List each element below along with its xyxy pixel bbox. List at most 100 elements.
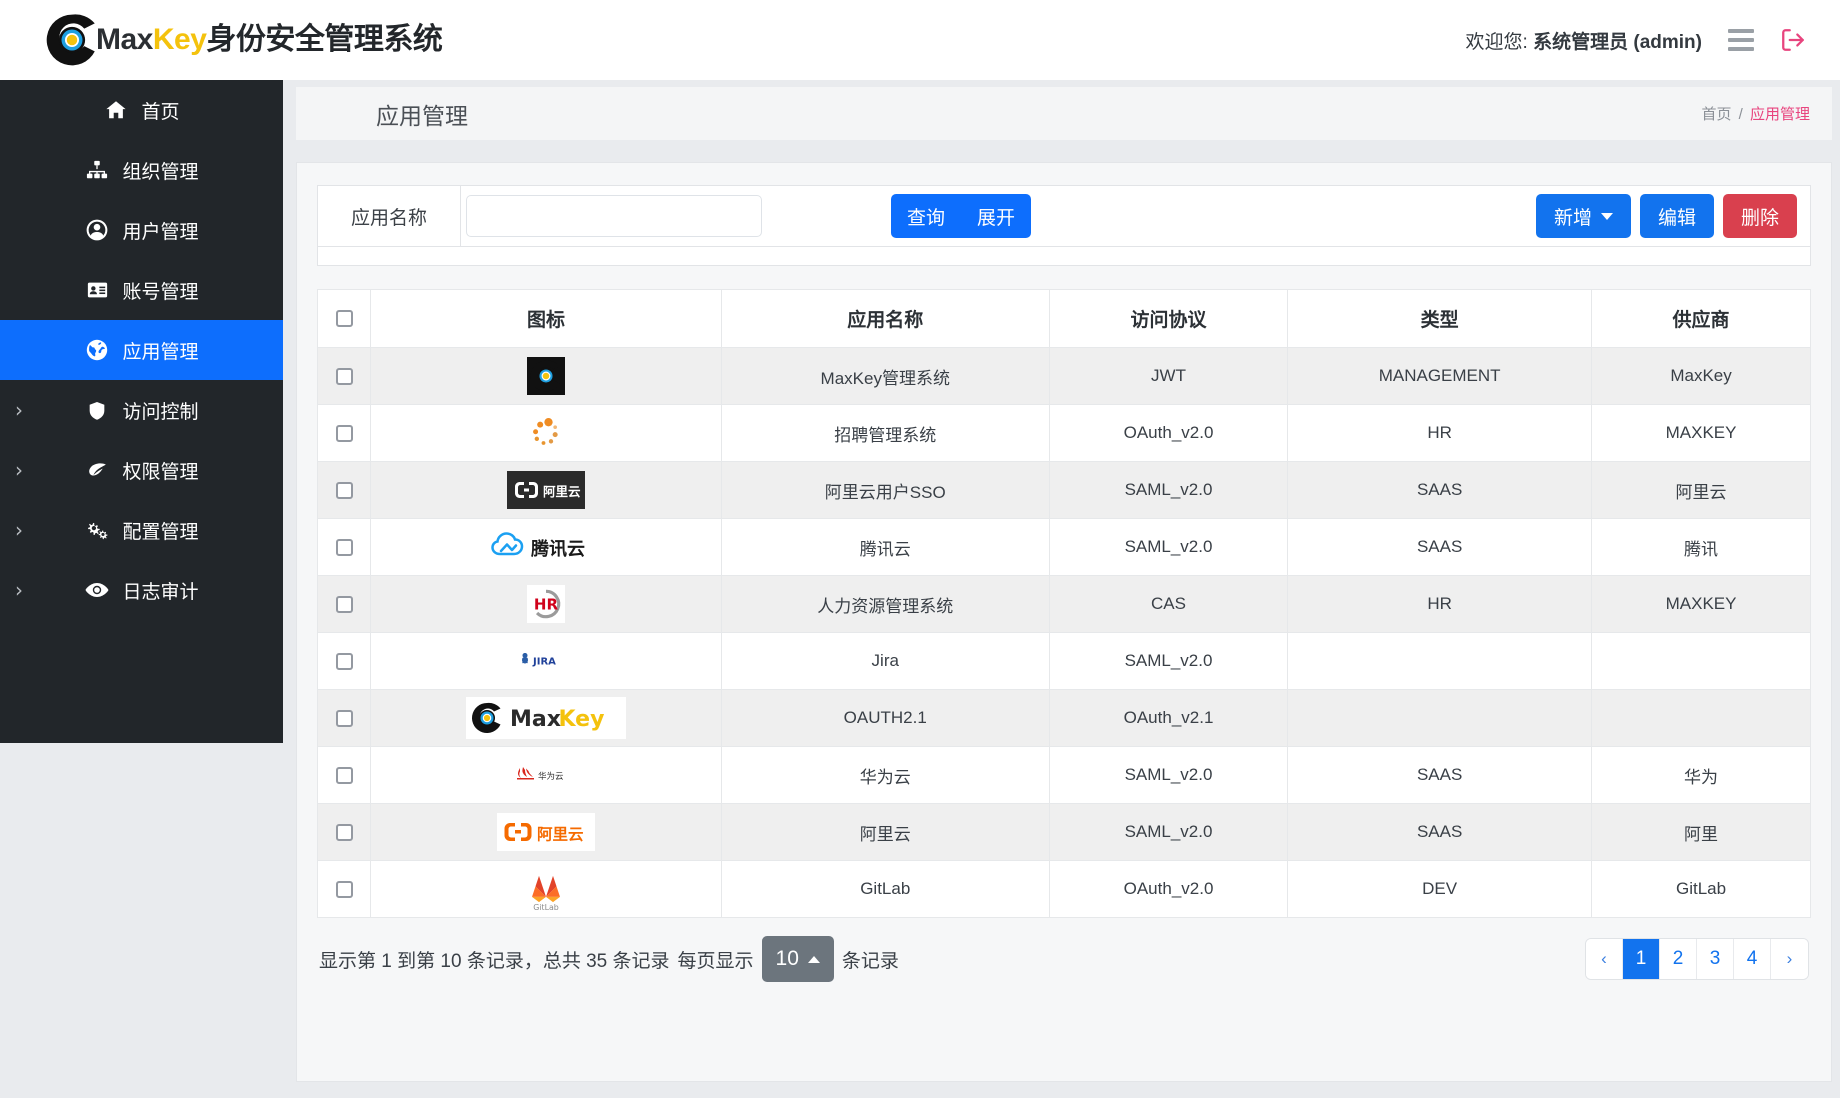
row-icon-cell: GitLab: [370, 860, 722, 918]
sidebar-item-access-control[interactable]: › 访问控制: [0, 380, 283, 440]
pagination-page-4[interactable]: 4: [1734, 939, 1771, 979]
header-right-controls: 欢迎您: 系统管理员 (admin): [1466, 27, 1840, 54]
sidebar-item-org[interactable]: 组织管理: [0, 140, 283, 200]
column-header-appname[interactable]: 应用名称: [720, 289, 1050, 348]
column-header-vendor[interactable]: 供应商: [1591, 289, 1811, 348]
row-vendor-cell: [1591, 632, 1811, 690]
table-row[interactable]: MaxKey管理系统 JWT MANAGEMENT MaxKey: [316, 347, 1811, 405]
row-protocol-cell: JWT: [1048, 347, 1289, 405]
row-checkbox[interactable]: [335, 425, 353, 443]
add-button[interactable]: 新增: [1535, 194, 1631, 238]
hamburger-bar: [1728, 38, 1754, 42]
chevron-right-icon[interactable]: ›: [15, 518, 23, 542]
row-vendor-cell: 阿里云: [1591, 461, 1811, 519]
search-input[interactable]: [466, 195, 762, 237]
table-row[interactable]: 腾讯云 腾讯云 SAML_v2.0 SAAS 腾讯: [316, 518, 1811, 576]
select-all-checkbox[interactable]: [335, 309, 353, 327]
row-checkbox[interactable]: [335, 539, 353, 557]
globe-icon: [84, 338, 110, 362]
row-protocol-cell: OAuth_v2.1: [1048, 689, 1289, 747]
chevron-right-icon[interactable]: ›: [15, 398, 23, 422]
svg-text:Max: Max: [510, 707, 561, 732]
pagination-page-2[interactable]: 2: [1660, 939, 1697, 979]
logout-icon[interactable]: [1780, 27, 1806, 53]
column-header-type[interactable]: 类型: [1287, 289, 1593, 348]
row-type-cell: SAAS: [1287, 518, 1593, 576]
table-row[interactable]: 华为云 华为云 SAML_v2.0 SAAS 华为: [316, 746, 1811, 804]
pagination-page-3[interactable]: 3: [1697, 939, 1734, 979]
hamburger-icon[interactable]: [1728, 29, 1754, 51]
row-checkbox[interactable]: [335, 824, 353, 842]
search-input-wrapper: [461, 186, 891, 246]
sidebar-item-config[interactable]: › 配置管理: [0, 500, 283, 560]
leaf-icon: [84, 458, 110, 482]
table-row[interactable]: 招聘管理系统 OAuth_v2.0 HR MAXKEY: [316, 404, 1811, 462]
svg-text:阿里云: 阿里云: [537, 826, 584, 844]
sidebar-item-permissions[interactable]: › 权限管理: [0, 440, 283, 500]
row-checkbox[interactable]: [335, 653, 353, 671]
brand-max: Max: [96, 23, 153, 56]
chevron-right-icon[interactable]: ›: [15, 458, 23, 482]
table-row[interactable]: 阿里云 阿里云 SAML_v2.0 SAAS 阿里: [316, 803, 1811, 861]
edit-button[interactable]: 编辑: [1639, 194, 1714, 238]
row-appname-cell: OAUTH2.1: [720, 689, 1050, 747]
hamburger-bar: [1728, 29, 1754, 33]
row-icon-cell: JIRA: [370, 632, 722, 690]
brand-logo-area[interactable]: MaxKey身份安全管理系统: [0, 12, 443, 68]
chevron-right-icon[interactable]: ›: [15, 578, 23, 602]
sidebar-item-label: 应用管理: [122, 341, 199, 363]
cogs-icon: [84, 518, 110, 542]
row-vendor-cell: MAXKEY: [1591, 404, 1811, 462]
pagination-next[interactable]: ›: [1771, 939, 1808, 979]
table-header-row: 图标 应用名称 访问协议 类型 供应商: [316, 289, 1811, 348]
row-protocol-cell: OAuth_v2.0: [1048, 860, 1289, 918]
table-row[interactable]: 阿里云 阿里云用户SSO SAML_v2.0 SAAS 阿里云: [316, 461, 1811, 519]
table-row[interactable]: HR 人力资源管理系统 CAS HR MAXKEY: [316, 575, 1811, 633]
gitlab-icon: GitLab: [532, 875, 561, 911]
row-checkbox[interactable]: [335, 368, 353, 386]
row-checkbox[interactable]: [335, 767, 353, 785]
row-checkbox[interactable]: [335, 710, 353, 728]
sidebar-item-home[interactable]: 首页: [0, 80, 283, 140]
row-type-cell: DEV: [1287, 860, 1593, 918]
column-header-protocol[interactable]: 访问协议: [1048, 289, 1289, 348]
row-select-cell: [316, 461, 372, 519]
table-row[interactable]: Max Key OAUTH2.1 OAuth_v2.1: [316, 689, 1811, 747]
user-circle-icon: [84, 218, 110, 242]
pagination-page-1[interactable]: 1: [1623, 939, 1660, 979]
page-title: 应用管理: [376, 102, 468, 129]
row-checkbox[interactable]: [335, 596, 353, 614]
query-button[interactable]: 查询: [891, 194, 962, 238]
sidebar-item-users[interactable]: 用户管理: [0, 200, 283, 260]
maxkey-wordmark-icon: Max Key: [466, 697, 627, 739]
row-appname-cell: 招聘管理系统: [720, 404, 1050, 462]
page-size-value: 10: [775, 947, 799, 970]
row-appname-cell: GitLab: [720, 860, 1050, 918]
breadcrumb-home[interactable]: 首页: [1701, 106, 1732, 123]
row-select-cell: [316, 347, 372, 405]
sidebar-item-accounts[interactable]: 账号管理: [0, 260, 283, 320]
brand-title: MaxKey身份安全管理系统: [96, 23, 443, 56]
row-select-cell: [316, 518, 372, 576]
row-protocol-cell: SAML_v2.0: [1048, 461, 1289, 519]
table-row[interactable]: JIRA Jira SAML_v2.0: [316, 632, 1811, 690]
expand-button[interactable]: 展开: [961, 194, 1032, 238]
shield-icon: [84, 398, 110, 422]
pagination-prev[interactable]: ‹: [1586, 939, 1623, 979]
column-header-icon[interactable]: 图标: [370, 289, 722, 348]
chevron-up-icon: [807, 955, 820, 963]
row-checkbox[interactable]: [335, 881, 353, 899]
row-checkbox[interactable]: [335, 482, 353, 500]
table-body: MaxKey管理系统 JWT MANAGEMENT MaxKey: [316, 347, 1811, 918]
sidebar-item-audit-log[interactable]: › 日志审计: [0, 560, 283, 620]
aliyun-dark-icon: 阿里云: [507, 471, 586, 509]
welcome-prefix: 欢迎您:: [1465, 31, 1534, 53]
delete-button[interactable]: 删除: [1722, 194, 1797, 238]
row-vendor-cell: MaxKey: [1591, 347, 1811, 405]
row-type-cell: SAAS: [1287, 803, 1593, 861]
toolbar-spacer: [1031, 186, 1536, 246]
table-row[interactable]: GitLab GitLab OAuth_v2.0 DEV GitLab: [316, 860, 1811, 918]
page-size-select[interactable]: 10: [761, 936, 834, 982]
sidebar-item-apps[interactable]: 应用管理: [0, 320, 283, 380]
svg-text:腾讯云: 腾讯云: [531, 538, 585, 560]
